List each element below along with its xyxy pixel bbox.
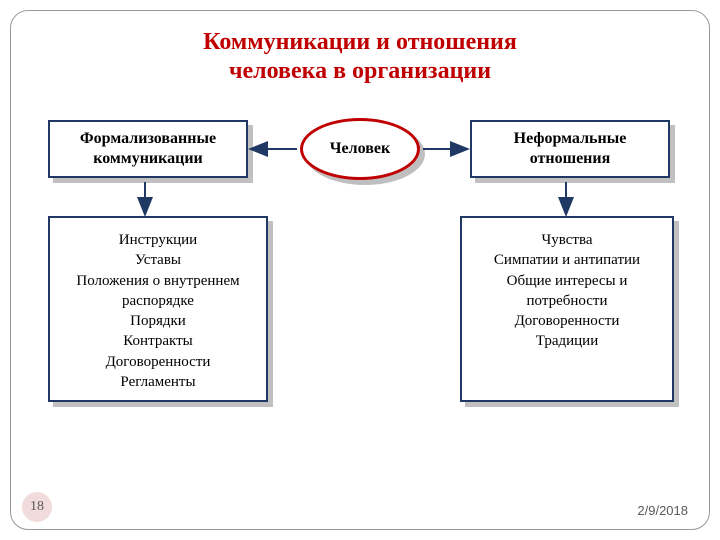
center-label: Человек (330, 140, 390, 158)
list-item: Контракты (123, 331, 192, 351)
list-item: Договоренности (515, 311, 620, 331)
center-ellipse: Человек (300, 118, 420, 180)
list-item: Договоренности (106, 352, 211, 372)
list-item: Порядки (130, 311, 186, 331)
right-box-label: Неформальныеотношения (514, 129, 627, 169)
list-item: Чувства (542, 230, 593, 250)
list-item: Общие интересы и (507, 271, 628, 291)
list-item: Уставы (135, 250, 181, 270)
slide-date: 2/9/2018 (637, 503, 688, 518)
list-item: Инструкции (119, 230, 197, 250)
list-item: Положения о внутреннем (76, 271, 239, 291)
title-line2: человека в организации (229, 58, 491, 84)
list-item: потребности (527, 291, 608, 311)
list-item: Симпатии и антипатии (494, 250, 640, 270)
list-item: Традиции (536, 331, 599, 351)
slide-number: 18 (30, 499, 44, 515)
slide-number-badge: 18 (22, 492, 52, 522)
slide-title: Коммуникации и отношения человека в орга… (0, 28, 720, 86)
list-item: распорядке (122, 291, 194, 311)
right-box: Неформальныеотношения (470, 120, 670, 178)
right-list-box: ЧувстваСимпатии и антипатииОбщие интерес… (460, 216, 674, 402)
left-box: Формализованныекоммуникации (48, 120, 248, 178)
title-line1: Коммуникации и отношения (203, 29, 517, 55)
list-item: Регламенты (120, 372, 195, 392)
left-list-box: ИнструкцииУставыПоложения о внутреннемра… (48, 216, 268, 402)
left-box-label: Формализованныекоммуникации (80, 129, 216, 169)
